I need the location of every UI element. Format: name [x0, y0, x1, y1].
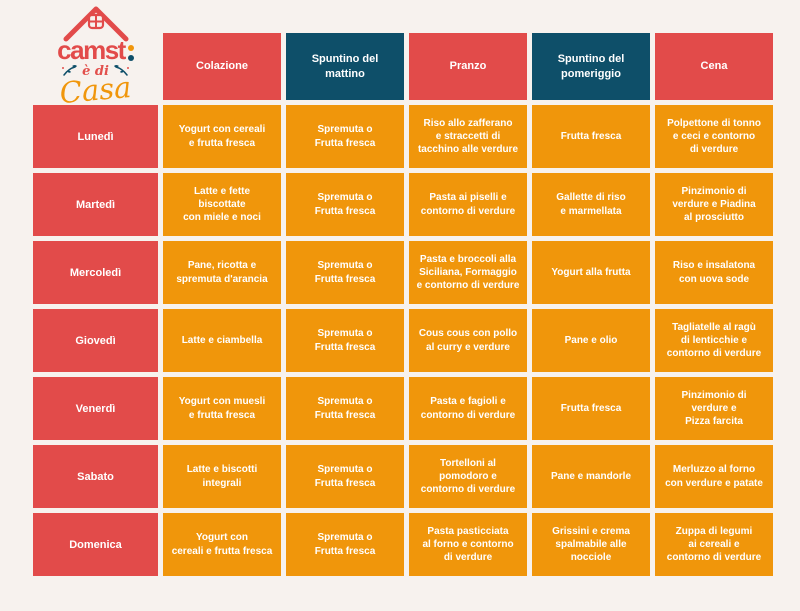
meal-giovedi-pranzo: Cous cous con pollo al curry e verdure	[409, 309, 527, 372]
meal-giovedi-spuntino-mattino: Spremuta o Frutta fresca	[286, 309, 404, 372]
meal-martedi-spuntino-pomeriggio: Gallette di riso e marmellata	[532, 173, 650, 236]
meal-domenica-colazione: Yogurt con cereali e frutta fresca	[163, 513, 281, 576]
leaf-sprig-left-icon	[62, 65, 78, 76]
row-header-venerdi: Venerdì	[33, 377, 158, 440]
meal-domenica-spuntino-pomeriggio: Grissini e crema spalmabile alle nocciol…	[532, 513, 650, 576]
meal-lunedi-spuntino-pomeriggio: Frutta fresca	[532, 105, 650, 168]
meal-venerdi-pranzo: Pasta e fagioli e contorno di verdure	[409, 377, 527, 440]
meal-martedi-spuntino-mattino: Spremuta o Frutta fresca	[286, 173, 404, 236]
leaf-sprig-right-icon	[113, 65, 129, 76]
row-header-lunedi: Lunedì	[33, 105, 158, 168]
meal-venerdi-spuntino-pomeriggio: Frutta fresca	[532, 377, 650, 440]
camst-logo: camst è di Casa	[33, 2, 158, 110]
column-header-spuntino-mattino: Spuntino del mattino	[286, 33, 404, 100]
meal-venerdi-colazione: Yogurt con muesli e frutta fresca	[163, 377, 281, 440]
column-header-pranzo: Pranzo	[409, 33, 527, 100]
meal-giovedi-cena: Tagliatelle al ragù di lenticchie e cont…	[655, 309, 773, 372]
meal-sabato-cena: Merluzzo al forno con verdure e patate	[655, 445, 773, 508]
meal-venerdi-cena: Pinzimonio di verdure e Pizza farcita	[655, 377, 773, 440]
column-header-colazione: Colazione	[163, 33, 281, 100]
meal-lunedi-spuntino-mattino: Spremuta o Frutta fresca	[286, 105, 404, 168]
window-icon	[87, 13, 104, 30]
meal-venerdi-spuntino-mattino: Spremuta o Frutta fresca	[286, 377, 404, 440]
row-header-martedi: Martedì	[33, 173, 158, 236]
house-roof-icon	[63, 6, 128, 42]
meal-mercoledi-pranzo: Pasta e broccoli alla Siciliana, Formagg…	[409, 241, 527, 304]
meal-mercoledi-spuntino-pomeriggio: Yogurt alla frutta	[532, 241, 650, 304]
meal-domenica-pranzo: Pasta pasticciata al forno e contorno di…	[409, 513, 527, 576]
meal-sabato-pranzo: Tortelloni al pomodoro e contorno di ver…	[409, 445, 527, 508]
meal-martedi-cena: Pinzimonio di verdure e Piadina al prosc…	[655, 173, 773, 236]
meal-giovedi-spuntino-pomeriggio: Pane e olio	[532, 309, 650, 372]
meal-domenica-spuntino-mattino: Spremuta o Frutta fresca	[286, 513, 404, 576]
row-header-sabato: Sabato	[33, 445, 158, 508]
row-header-mercoledi: Mercoledì	[33, 241, 158, 304]
logo-tagline-row: è di	[33, 64, 158, 78]
column-header-spuntino-pomeriggio: Spuntino del pomeriggio	[532, 33, 650, 100]
menu-table: Colazione Spuntino del mattino Pranzo Sp…	[33, 33, 773, 576]
column-header-cena: Cena	[655, 33, 773, 100]
meal-sabato-spuntino-mattino: Spremuta o Frutta fresca	[286, 445, 404, 508]
meal-martedi-colazione: Latte e fette biscottate con miele e noc…	[163, 173, 281, 236]
meal-giovedi-colazione: Latte e ciambella	[163, 309, 281, 372]
meal-lunedi-colazione: Yogurt con cereali e frutta fresca	[163, 105, 281, 168]
table-corner-spacer	[33, 33, 158, 100]
row-header-giovedi: Giovedì	[33, 309, 158, 372]
row-header-domenica: Domenica	[33, 513, 158, 576]
brand-colon	[127, 45, 134, 63]
colon-dot-teal	[127, 55, 134, 61]
meal-mercoledi-colazione: Pane, ricotta e spremuta d'arancia	[163, 241, 281, 304]
meal-mercoledi-spuntino-mattino: Spremuta o Frutta fresca	[286, 241, 404, 304]
meal-domenica-cena: Zuppa di legumi ai cereali e contorno di…	[655, 513, 773, 576]
meal-lunedi-pranzo: Riso allo zafferano e straccetti di tacc…	[409, 105, 527, 168]
meal-martedi-pranzo: Pasta ai piselli e contorno di verdure	[409, 173, 527, 236]
colon-dot-orange	[127, 45, 134, 51]
brand-text: camst	[57, 35, 126, 65]
meal-sabato-spuntino-pomeriggio: Pane e mandorle	[532, 445, 650, 508]
meal-sabato-colazione: Latte e biscotti integrali	[163, 445, 281, 508]
meal-mercoledi-cena: Riso e insalatona con uova sode	[655, 241, 773, 304]
brand-wordmark: camst	[33, 37, 158, 63]
logo-tagline-e-di: è di	[82, 63, 109, 79]
meal-lunedi-cena: Polpettone di tonno e ceci e contorno di…	[655, 105, 773, 168]
